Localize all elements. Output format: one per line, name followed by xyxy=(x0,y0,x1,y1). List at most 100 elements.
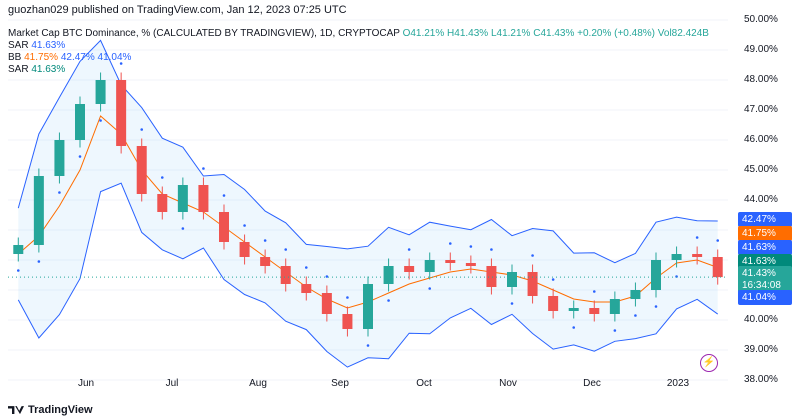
sar-dot xyxy=(510,302,514,305)
sar-dot xyxy=(387,299,390,302)
last-price-tag: 41.43% xyxy=(738,266,792,281)
sar-dot xyxy=(16,269,20,272)
sar-dot xyxy=(716,239,720,242)
candle-body xyxy=(13,245,24,254)
candle-body xyxy=(95,80,106,104)
time-tick-label: Jul xyxy=(165,378,179,389)
time-tick-label: Aug xyxy=(249,378,267,389)
candle-body xyxy=(651,260,661,290)
bb-lower-tag: 41.04% xyxy=(738,290,792,305)
candle-body xyxy=(671,254,682,260)
sar-dot xyxy=(263,239,267,242)
sar-dot xyxy=(140,128,144,131)
bb-label: BB xyxy=(8,52,22,63)
bb-lower: 41.04% xyxy=(97,52,132,63)
sar-dot xyxy=(613,329,617,332)
sar-dot xyxy=(304,266,308,269)
candle-body xyxy=(548,296,559,311)
candle-body xyxy=(383,266,394,284)
bb-upper-tag: 42.47% xyxy=(738,212,792,227)
bb-legend[interactable]: BB 41.75% 42.47% 41.04% xyxy=(8,52,131,63)
sar-dot xyxy=(325,275,329,278)
candle-body xyxy=(54,140,65,176)
sar-dot xyxy=(407,248,411,251)
sar-label: SAR xyxy=(8,40,29,51)
candle-body xyxy=(219,212,229,242)
candle-body xyxy=(33,176,44,245)
sar-dot xyxy=(78,155,82,158)
sar-tag: 41.63% xyxy=(738,240,792,255)
sar-dot xyxy=(160,176,164,179)
symbol-title: Market Cap BTC Dominance, % (CALCULATED … xyxy=(8,28,400,39)
candle-body xyxy=(527,272,538,296)
price-tick-label: 50.00% xyxy=(744,14,778,25)
candle-body xyxy=(342,314,353,329)
countdown-tag: 16:34:08 xyxy=(738,278,792,293)
candle-body xyxy=(116,80,127,146)
time-tick-label: Oct xyxy=(416,378,432,389)
candle-body xyxy=(301,284,312,293)
candle-body xyxy=(177,185,188,212)
candle-body xyxy=(75,104,85,140)
price-tick-label: 47.00% xyxy=(744,104,778,115)
candle-body xyxy=(486,266,497,287)
price-tick-label: 46.00% xyxy=(744,134,778,145)
candle-body xyxy=(239,242,250,257)
sar-dot xyxy=(366,344,370,347)
sar-dot xyxy=(202,167,205,170)
candle-body xyxy=(507,272,517,287)
flash-icon[interactable]: ⚡ xyxy=(700,354,718,372)
candle-body xyxy=(157,194,168,212)
bb-basis-tag: 41.75% xyxy=(738,226,792,241)
ohlc-low: L41.21% xyxy=(490,28,531,39)
price-chart[interactable] xyxy=(0,0,740,392)
publisher-info: guozhan029 published on TradingView.com,… xyxy=(8,4,347,16)
sar-dot xyxy=(469,245,473,248)
bb-upper-line xyxy=(17,39,718,264)
symbol-legend: Market Cap BTC Dominance, % (CALCULATED … xyxy=(8,28,709,39)
price-tick-label: 49.00% xyxy=(744,44,778,55)
sar-dot xyxy=(551,278,555,281)
time-tick-label: 2023 xyxy=(666,378,690,389)
sar-value: 41.63% xyxy=(31,64,66,75)
sar-dot xyxy=(531,254,534,257)
candle-body xyxy=(404,266,415,272)
candle-body xyxy=(198,185,209,212)
time-tick-label: Dec xyxy=(583,378,601,389)
volume: Vol82.424B xyxy=(657,28,709,39)
sar-dot xyxy=(181,227,185,230)
price-tick-label: 40.00% xyxy=(744,314,778,325)
sar-legend-1[interactable]: SAR 41.63% xyxy=(8,40,65,51)
tradingview-logo-icon xyxy=(8,406,24,415)
candle-body xyxy=(712,257,723,278)
sar-dot xyxy=(222,194,226,197)
sar-value: 41.63% xyxy=(31,40,66,51)
candle-body xyxy=(445,260,456,263)
price-tick-label: 44.00% xyxy=(744,194,778,205)
candle-body xyxy=(609,299,620,314)
candle-body xyxy=(630,290,641,299)
sar-dot xyxy=(243,224,246,227)
sar-dot xyxy=(675,275,678,278)
candle-body xyxy=(692,254,703,257)
bb-upper: 42.47% xyxy=(60,52,95,63)
sar-dot xyxy=(654,305,658,308)
sar-dot xyxy=(572,326,576,329)
candle-body xyxy=(321,293,332,314)
ohlc-high: H41.43% xyxy=(447,28,489,39)
sar-dot xyxy=(119,62,123,65)
ohlc-close: C41.43% xyxy=(533,28,575,39)
candle-body xyxy=(589,308,600,314)
tradingview-logo[interactable]: TradingView xyxy=(8,404,93,416)
sar-dot xyxy=(592,290,596,293)
sar-legend-2[interactable]: SAR 41.63% xyxy=(8,64,65,75)
bb-lower-line xyxy=(17,182,719,368)
ohlc-change: +0.20% (+0.48%) xyxy=(577,28,655,39)
price-tick-label: 45.00% xyxy=(744,164,778,175)
ohlc-open: O41.21% xyxy=(402,28,445,39)
bb-basis: 41.75% xyxy=(24,52,59,63)
sar-dot xyxy=(346,296,349,299)
candle-body xyxy=(424,260,435,272)
sar-dot xyxy=(448,242,452,245)
sar-label: SAR xyxy=(8,64,29,75)
